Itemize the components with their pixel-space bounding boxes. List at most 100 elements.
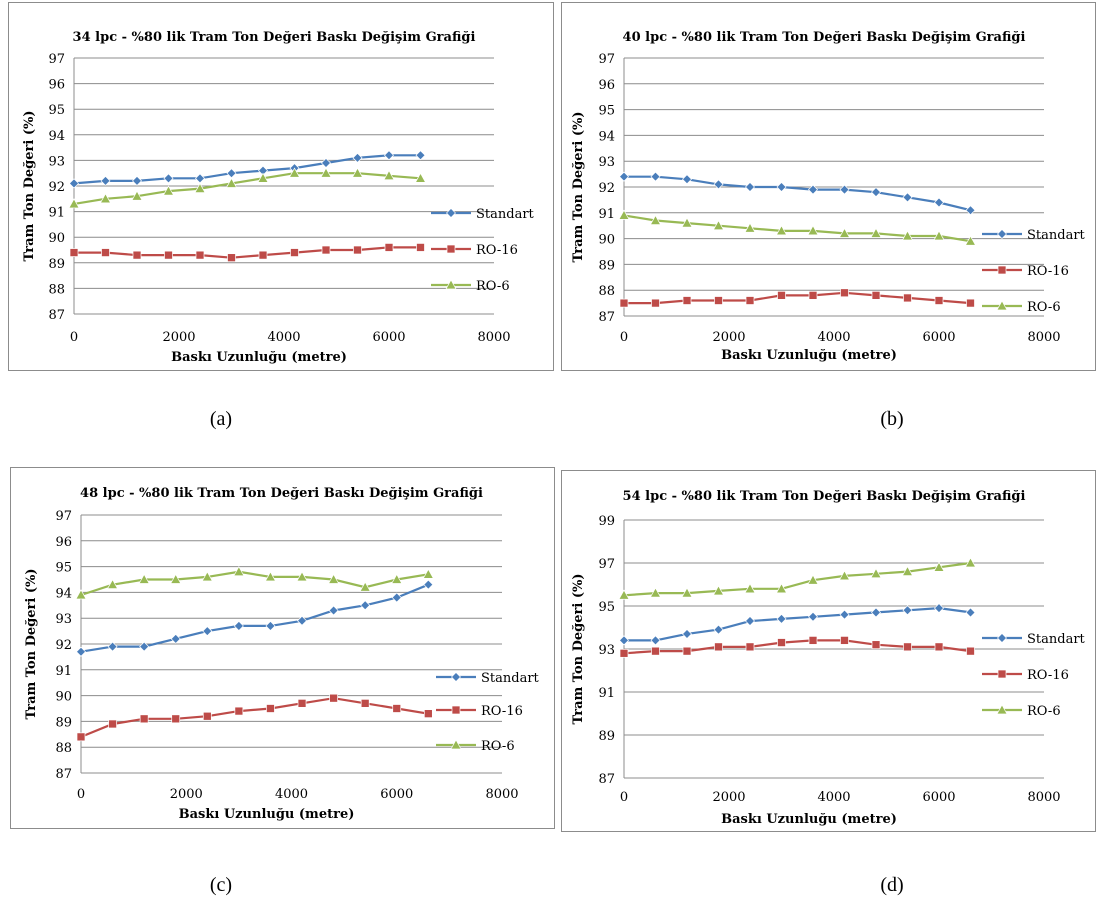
legend-marker [997, 265, 1007, 275]
data-point [965, 607, 976, 618]
chart-panel-a: 34 lpc - %80 lik Tram Ton Değeri Baskı D… [8, 2, 554, 371]
data-point [138, 573, 150, 584]
x-tick-label: 0 [620, 790, 628, 805]
data-point [258, 250, 268, 260]
data-point [170, 573, 182, 584]
data-point [296, 571, 308, 582]
data-point [619, 298, 629, 308]
data-point [227, 253, 236, 263]
data-point [840, 288, 849, 298]
data-point [745, 642, 755, 652]
y-tick-label: 97 [48, 52, 65, 67]
data-point [265, 620, 276, 631]
x-tick-label: 6000 [372, 330, 405, 345]
data-point [201, 571, 213, 582]
legend-label: Standart [481, 671, 540, 686]
data-point [422, 568, 434, 579]
y-tick-label: 94 [598, 129, 615, 144]
y-tick-label: 89 [55, 715, 72, 730]
y-tick-label: 97 [55, 509, 72, 524]
legend-label: RO-6 [481, 739, 515, 754]
data-point [619, 635, 629, 646]
x-tick-label: 2000 [170, 787, 203, 802]
legend-label: RO-16 [1027, 264, 1069, 279]
legend-marker [450, 739, 462, 750]
data-point [383, 170, 395, 181]
y-tick-label: 87 [598, 772, 615, 787]
x-tick-label: 6000 [922, 330, 955, 345]
chart-panel-b: 40 lpc - %80 lik Tram Ton Değeri Baskı D… [561, 2, 1096, 371]
legend-label: RO-6 [1027, 300, 1061, 315]
data-point [618, 589, 630, 600]
data-point [934, 197, 944, 208]
legend-marker [997, 633, 1007, 643]
series-standart [69, 150, 426, 189]
data-point [170, 633, 181, 644]
data-point [839, 609, 850, 620]
data-point [901, 230, 914, 241]
x-tick-label: 8000 [485, 787, 518, 802]
data-point [901, 565, 914, 576]
data-point [99, 193, 112, 204]
data-point [808, 291, 818, 300]
series-line [74, 246, 421, 259]
data-point [139, 714, 149, 724]
data-point [234, 706, 244, 716]
data-point [360, 600, 371, 611]
y-tick-label: 91 [55, 664, 72, 679]
data-point [132, 175, 142, 186]
y-tick-label: 94 [55, 586, 72, 601]
data-point [257, 172, 269, 183]
data-point [808, 636, 818, 645]
chart-panel-c: 48 lpc - %80 lik Tram Ton Değeri Baskı D… [10, 467, 555, 829]
data-point [76, 732, 86, 742]
x-tick-label: 0 [620, 330, 628, 345]
y-tick-label: 88 [55, 741, 72, 756]
series-line [624, 606, 971, 642]
legend-label: RO-16 [1027, 668, 1069, 683]
data-point [297, 615, 308, 626]
legend-marker [451, 705, 461, 715]
y-tick-label: 89 [598, 258, 615, 273]
legend-item: RO-16 [982, 264, 1069, 279]
data-point [131, 190, 143, 201]
data-point [264, 571, 277, 582]
data-point [423, 709, 433, 719]
data-point [682, 628, 692, 639]
series-standart [619, 171, 976, 216]
y-tick-label: 91 [598, 686, 615, 701]
data-point [651, 646, 660, 656]
data-point [618, 209, 630, 220]
series-ro-16 [76, 693, 433, 742]
data-point [871, 640, 881, 650]
data-point [416, 243, 425, 252]
y-tick-label: 87 [598, 310, 615, 325]
data-point [320, 167, 332, 178]
data-point [233, 566, 245, 577]
y-tick-label: 95 [48, 103, 65, 118]
data-point [414, 172, 427, 183]
data-point [777, 291, 786, 300]
data-point [353, 245, 362, 255]
data-point [744, 583, 756, 594]
data-point [171, 714, 181, 724]
data-point [934, 603, 944, 614]
data-point [649, 587, 662, 598]
legend-marker [446, 244, 456, 254]
data-point [934, 296, 944, 305]
x-tick-label: 8000 [1027, 330, 1060, 345]
legend-marker [997, 669, 1007, 679]
data-point [266, 704, 275, 713]
data-point [162, 185, 175, 196]
data-point [202, 711, 212, 721]
data-point [870, 227, 882, 238]
data-point [139, 641, 150, 652]
data-point [328, 573, 340, 584]
data-point [933, 230, 945, 241]
legend-item: RO-6 [436, 739, 515, 754]
data-point [902, 192, 913, 203]
data-point [776, 613, 787, 624]
data-point [391, 573, 403, 584]
series-line [624, 291, 971, 305]
data-point [808, 611, 818, 622]
